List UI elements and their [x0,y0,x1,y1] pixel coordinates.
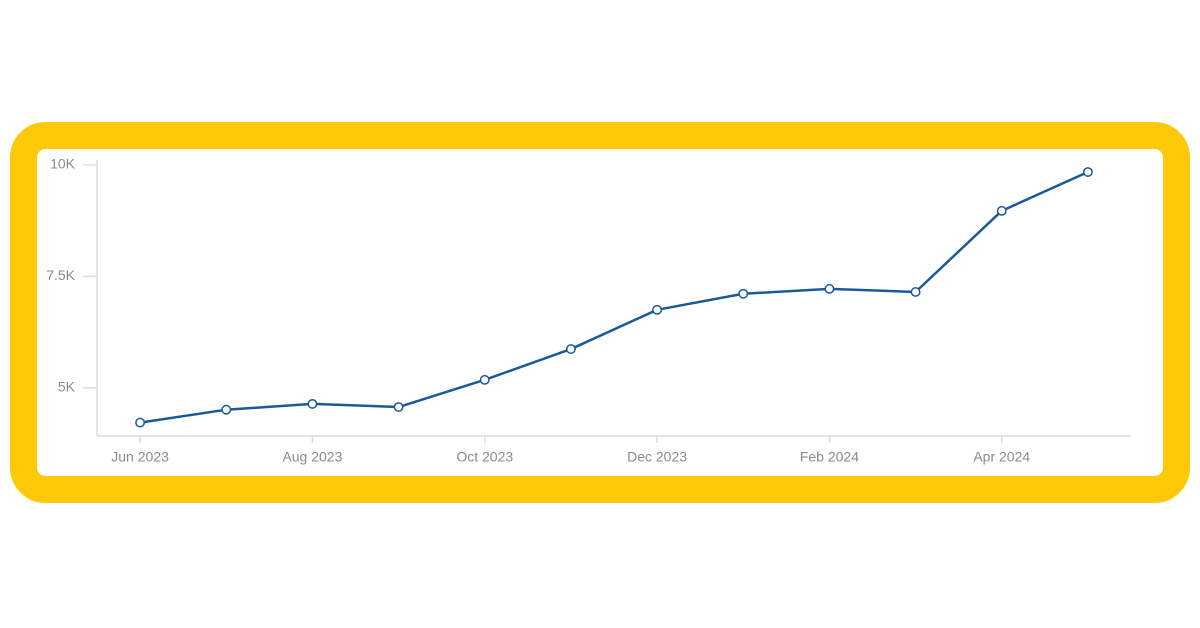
x-tick-label: Jun 2023 [111,449,169,465]
point [565,344,576,355]
line [139,170,1089,424]
point [824,283,835,294]
x-tick-label: Aug 2023 [282,449,342,465]
x-tick-label: Feb 2024 [800,449,859,465]
y-tick-label: 10K [50,156,76,172]
point [393,402,404,412]
point [652,304,663,315]
x-tick-label: Oct 2023 [456,449,513,465]
point [479,374,490,385]
y-tick-label: 5K [58,379,76,395]
point [307,398,318,409]
y-tick-label: 7.5K [46,267,75,283]
point [1082,167,1093,177]
point [738,288,749,299]
x-tick-label: Apr 2024 [973,449,1030,465]
x-tick-label: Dec 2023 [627,449,687,465]
point [996,205,1007,216]
point [910,287,921,297]
point [221,404,232,415]
point [135,417,146,428]
